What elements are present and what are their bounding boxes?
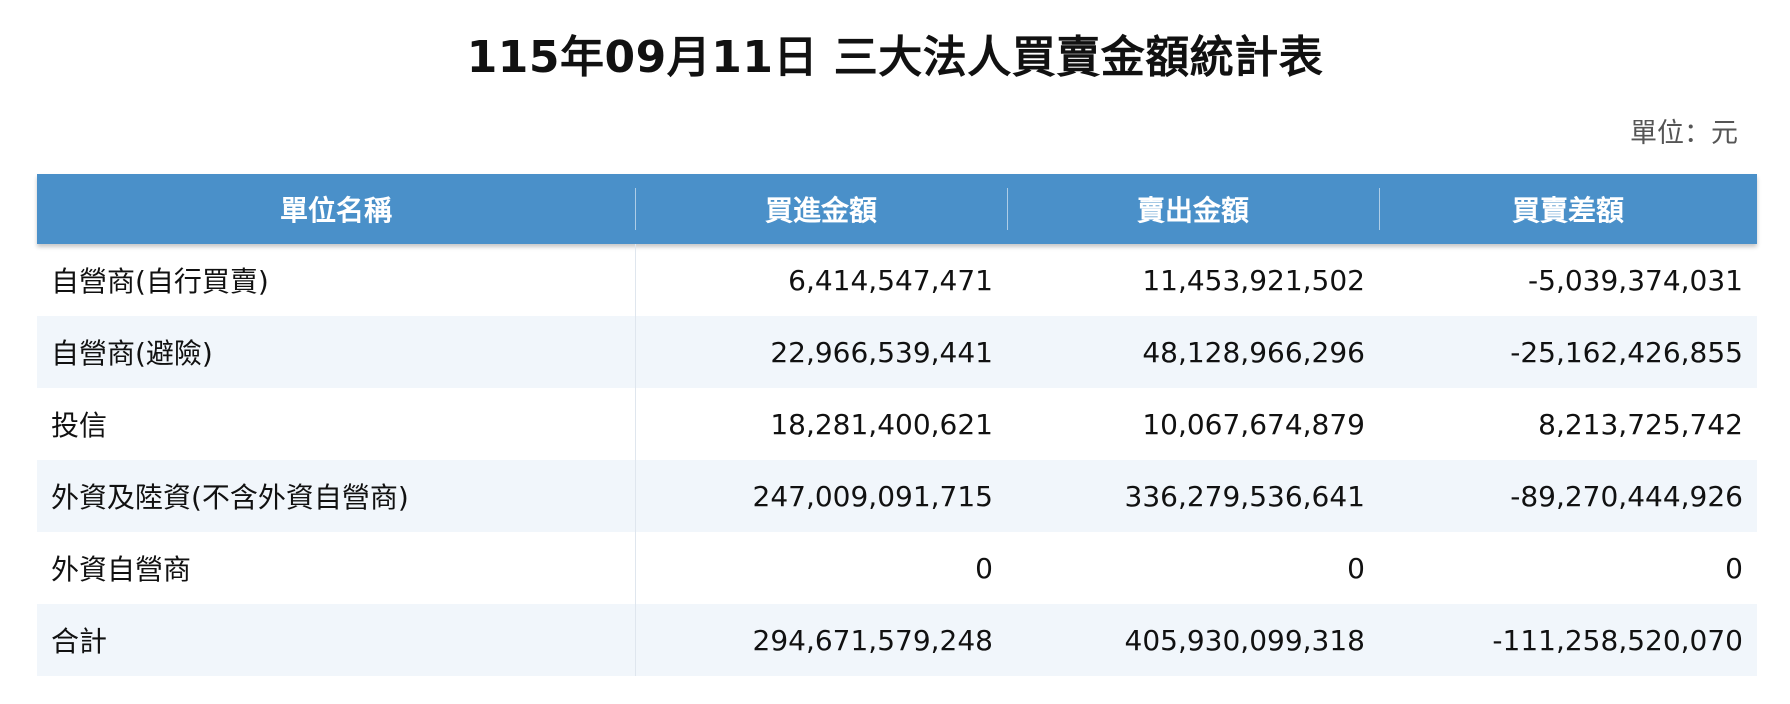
net-difference-cell: -5,039,374,031 bbox=[1528, 263, 1743, 297]
institution-name-cell: 外資及陸資(不含外資自營商) bbox=[37, 460, 636, 532]
total-sell-amount-cell: 405,930,099,318 bbox=[1007, 604, 1379, 676]
header-net-difference: 買賣差額 bbox=[1379, 174, 1757, 244]
page-title: 115年09月11日 三大法人買賣金額統計表 bbox=[466, 32, 1324, 83]
header-sell-amount: 賣出金額 bbox=[1007, 174, 1379, 244]
unit-label: 單位：元 bbox=[1630, 118, 1738, 149]
header-institution-name: 單位名稱 bbox=[279, 194, 392, 227]
institution-name-cell: 外資自營商 bbox=[37, 532, 636, 604]
header-row: 單位名稱 買進金額 賣出金額 買賣差額 bbox=[37, 174, 1757, 244]
net-difference-cell: 8,213,725,742 bbox=[1538, 407, 1743, 441]
institutional-trading-table: 單位名稱 買進金額 賣出金額 買賣差額 自營商(自行買賣) 6,414,547,… bbox=[37, 174, 1757, 676]
net-difference-cell: -89,270,444,926 bbox=[1379, 460, 1757, 532]
table-row: 自營商(避險) 22,966,539,441 48,128,966,296 -2… bbox=[37, 316, 1757, 388]
sell-amount-cell: 48,128,966,296 bbox=[1007, 316, 1379, 388]
net-difference-cell: 0 bbox=[1725, 551, 1743, 585]
total-row: 合計 294,671,579,248 405,930,099,318 -111,… bbox=[37, 604, 1757, 676]
total-net-difference-cell: -111,258,520,070 bbox=[1379, 604, 1757, 676]
total-label-cell: 合計 bbox=[37, 604, 636, 676]
buy-amount-cell: 18,281,400,621 bbox=[770, 407, 993, 441]
institution-name-cell: 自營商(避險) bbox=[37, 316, 636, 388]
sell-amount-cell: 11,453,921,502 bbox=[1142, 263, 1365, 297]
buy-amount-cell: 0 bbox=[975, 551, 993, 585]
buy-amount-cell: 22,966,539,441 bbox=[635, 316, 1007, 388]
institution-name-cell: 投信 bbox=[37, 388, 636, 460]
table-row: 外資自營商 0 0 0 bbox=[37, 532, 1757, 604]
net-difference-cell: -25,162,426,855 bbox=[1379, 316, 1757, 388]
table-row: 外資及陸資(不含外資自營商) 247,009,091,715 336,279,5… bbox=[37, 460, 1757, 532]
sell-amount-cell: 336,279,536,641 bbox=[1007, 460, 1379, 532]
sell-amount-cell: 10,067,674,879 bbox=[1142, 407, 1365, 441]
table-body: 自營商(自行買賣) 6,414,547,471 11,453,921,502 -… bbox=[37, 244, 1757, 676]
table-row: 投信 18,281,400,621 10,067,674,879 8,213,7… bbox=[37, 388, 1757, 460]
header-buy-amount: 買進金額 bbox=[635, 174, 1007, 244]
table-header: 單位名稱 買進金額 賣出金額 買賣差額 bbox=[37, 174, 1757, 244]
sell-amount-cell: 0 bbox=[1347, 551, 1365, 585]
buy-amount-cell: 247,009,091,715 bbox=[635, 460, 1007, 532]
institution-name-cell: 自營商(自行買賣) bbox=[37, 244, 636, 316]
buy-amount-cell: 6,414,547,471 bbox=[788, 263, 993, 297]
table-row: 自營商(自行買賣) 6,414,547,471 11,453,921,502 -… bbox=[37, 244, 1757, 316]
total-buy-amount-cell: 294,671,579,248 bbox=[635, 604, 1007, 676]
